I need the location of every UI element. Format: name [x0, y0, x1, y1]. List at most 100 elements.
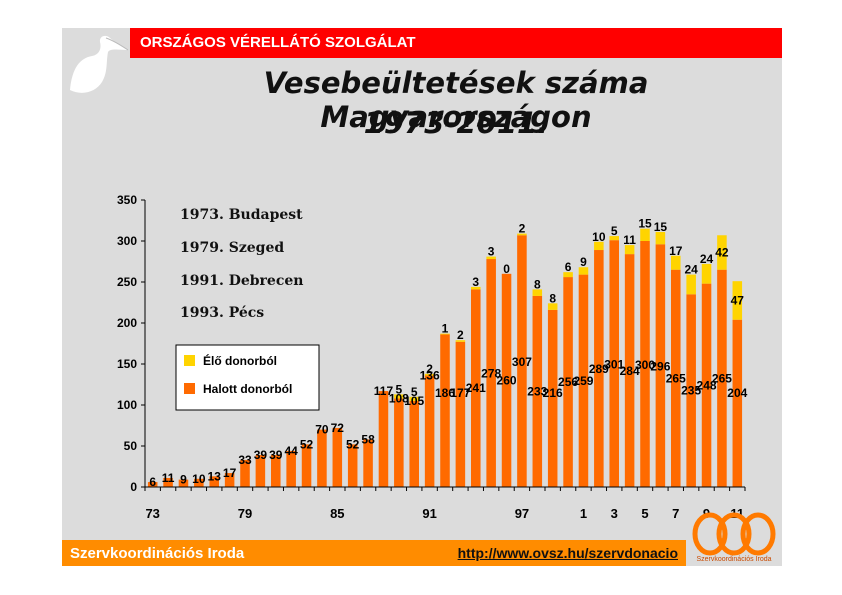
data-label-halott: 307 [512, 355, 532, 369]
data-label-elo: 2 [519, 222, 526, 236]
data-label-halott: 11 [162, 471, 175, 485]
bar-halott-donor [671, 269, 681, 487]
data-label-halott: 33 [238, 453, 252, 467]
data-label-halott: 248 [697, 378, 717, 392]
y-tick-label: 300 [117, 234, 137, 248]
data-label-elo: 1 [442, 322, 449, 336]
data-label-halott: 13 [208, 469, 222, 483]
x-tick-label: 3 [611, 506, 618, 521]
bar-halott-donor [409, 400, 419, 487]
data-label-halott: 265 [712, 372, 732, 386]
logo-caption: Szervkoordinációs Iroda [696, 556, 772, 563]
bar-halott-donor [440, 334, 450, 487]
data-label-halott: 44 [284, 444, 298, 458]
data-label-elo: 5 [611, 224, 618, 238]
data-label-halott: 256 [558, 375, 578, 389]
data-label-elo: 3 [488, 245, 495, 259]
bar-halott-donor [394, 398, 404, 487]
data-label-halott: 216 [543, 386, 563, 400]
data-label-elo: 24 [700, 252, 714, 266]
data-label-elo: 2 [457, 328, 464, 342]
note-budapest: 1973. Budapest [180, 207, 303, 223]
y-tick-label: 100 [117, 398, 137, 412]
data-label-halott: 300 [635, 358, 655, 372]
y-tick-label: 350 [117, 193, 137, 207]
data-label-halott: 235 [681, 384, 701, 398]
bar-halott-donor [686, 294, 696, 487]
bar-halott-donor [240, 459, 250, 487]
data-label-halott: 241 [466, 381, 486, 395]
y-tick-label: 150 [117, 357, 137, 371]
y-tick-label: 250 [117, 275, 137, 289]
data-label-halott: 52 [300, 437, 314, 451]
legend-label: Halott donorból [203, 382, 292, 396]
note-szeged: 1979. Szeged [180, 240, 285, 256]
footer-office-name: Szervkoordinációs Iroda [70, 545, 245, 562]
bar-halott-donor [301, 444, 312, 487]
bar-halott-donor [655, 244, 666, 487]
data-label-elo: 47 [731, 293, 745, 307]
bar-elo-donor [686, 274, 696, 295]
data-label-elo: 3 [472, 275, 479, 289]
data-label-elo: 24 [684, 263, 698, 277]
coordination-logo-icon: Szervkoordinációs Iroda [686, 510, 782, 566]
x-tick-label: 73 [145, 506, 159, 521]
bar-halott-donor [717, 269, 727, 487]
bar-halott-donor [424, 375, 435, 487]
bar-elo-donor [594, 241, 604, 251]
bar-elo-donor [409, 396, 419, 401]
data-label-halott: 9 [180, 473, 187, 487]
data-label-elo: 6 [565, 260, 572, 274]
x-tick-label: 79 [238, 506, 252, 521]
pelican-logo-icon [70, 35, 129, 93]
data-label-elo: 2 [426, 362, 433, 376]
bar-elo-donor [578, 267, 589, 275]
legend-swatch [184, 355, 195, 366]
bar-halott-donor [486, 259, 496, 487]
bar-elo-donor [671, 255, 681, 270]
legend-box [175, 344, 320, 411]
bar-halott-donor [317, 429, 327, 487]
bar-halott-donor [532, 295, 543, 487]
x-tick-label: 85 [330, 506, 344, 521]
bar-halott-donor [455, 341, 466, 487]
data-label-elo: 15 [654, 220, 668, 234]
data-label-elo: 5 [396, 382, 403, 396]
bar-elo-donor [455, 340, 466, 342]
y-tick-label: 0 [130, 480, 137, 494]
bar-halott-donor [271, 455, 281, 487]
data-label-halott: 17 [223, 466, 237, 480]
data-label-halott: 10 [192, 472, 206, 486]
data-label-elo: 42 [715, 245, 729, 259]
bar-halott-donor [471, 289, 481, 487]
data-label-halott: 259 [573, 374, 593, 388]
bar-halott-donor [378, 391, 389, 487]
x-tick-label: 5 [641, 506, 648, 521]
bar-halott-donor [517, 235, 527, 487]
bar-elo-donor [563, 272, 573, 278]
bar-halott-donor [501, 273, 512, 487]
bar-halott-donor [701, 283, 712, 487]
data-label-elo: 8 [534, 277, 541, 291]
bar-halott-donor [194, 478, 204, 487]
bar-halott-donor [624, 254, 635, 487]
org-name: ORSZÁGOS VÉRELLÁTÓ SZOLGÁLAT [140, 34, 416, 51]
page-title: Vesebeültetések száma Magyarországon [263, 66, 649, 134]
x-tick-label: 91 [422, 506, 436, 521]
bar-elo-donor [624, 245, 635, 255]
data-label-halott: 105 [404, 394, 424, 408]
bar-elo-donor [424, 373, 435, 376]
data-label-halott: 6 [149, 475, 156, 489]
bar-elo-donor [440, 333, 450, 335]
data-label-halott: 177 [450, 386, 470, 400]
page-subtitle: 1973-2011. [363, 106, 549, 140]
note-debrecen: 1991. Debrecen [180, 273, 304, 289]
bar-halott-donor [732, 319, 743, 487]
data-label-halott: 301 [604, 358, 624, 372]
bar-elo-donor [732, 281, 743, 320]
note-pecs: 1993. Pécs [180, 305, 265, 321]
data-label-elo: 9 [580, 255, 587, 269]
data-label-elo: 8 [549, 291, 556, 305]
footer-url-link[interactable]: http://www.ovsz.hu/szervdonacio [457, 545, 678, 561]
bar-elo-donor [517, 233, 527, 236]
